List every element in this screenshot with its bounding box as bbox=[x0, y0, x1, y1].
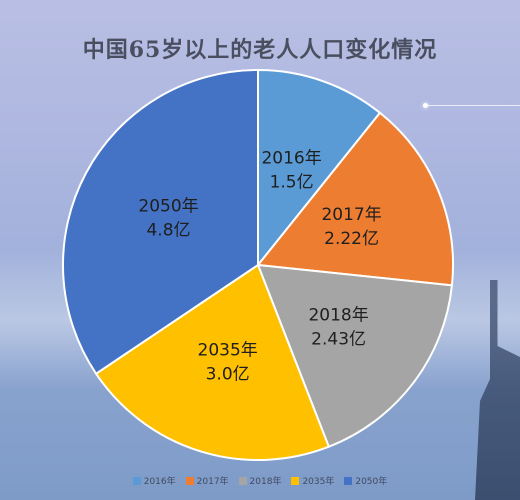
legend-swatch bbox=[185, 476, 194, 485]
pie-slice-2050年 bbox=[62, 68, 259, 376]
legend-item: 2035年 bbox=[291, 474, 334, 487]
legend-item: 2016年 bbox=[132, 474, 176, 487]
slice-label-year: 2017年 bbox=[321, 205, 381, 225]
legend-label: 2018年 bbox=[249, 477, 282, 487]
legend-swatch bbox=[344, 476, 353, 485]
legend-item: 2050年 bbox=[344, 474, 387, 487]
slice-label-value: 2.22亿 bbox=[324, 229, 379, 249]
decorative-line bbox=[428, 105, 520, 106]
pie-slice-2035年 bbox=[94, 263, 331, 461]
slice-label-year: 2035年 bbox=[198, 341, 258, 361]
legend-swatch bbox=[291, 476, 300, 485]
pie-slice-2018年 bbox=[256, 263, 454, 448]
legend-label: 2050年 bbox=[355, 477, 388, 487]
slice-label-year: 2016年 bbox=[261, 148, 321, 168]
slice-label-year: 2018年 bbox=[308, 306, 368, 326]
chart-title: 中国65岁以上的老人人口变化情况 bbox=[82, 37, 438, 63]
chart-legend: 2016年 2017年 2018年 2035年 2050年 bbox=[0, 474, 520, 487]
legend-item: 2017年 bbox=[185, 474, 229, 487]
decorative-dot bbox=[423, 103, 428, 108]
legend-swatch bbox=[238, 476, 247, 485]
legend-swatch bbox=[132, 476, 141, 485]
slice-label-value: 1.5亿 bbox=[270, 172, 314, 192]
pie-slice-2016年 bbox=[257, 68, 382, 268]
slice-label-year: 2050年 bbox=[138, 196, 198, 216]
legend-item: 2018年 bbox=[238, 474, 282, 487]
legend-label: 2016年 bbox=[143, 477, 176, 487]
pie-slice-2017年 bbox=[256, 111, 454, 287]
slice-label-value: 2.43亿 bbox=[311, 330, 366, 350]
slice-label-value: 3.0亿 bbox=[206, 365, 250, 385]
legend-label: 2035年 bbox=[302, 477, 335, 487]
legend-label: 2017年 bbox=[196, 477, 229, 487]
slice-label-value: 4.8亿 bbox=[146, 220, 190, 240]
